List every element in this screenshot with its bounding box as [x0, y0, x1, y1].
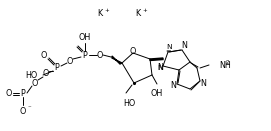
- Text: K: K: [136, 10, 141, 18]
- Text: +: +: [105, 9, 109, 13]
- Text: O: O: [67, 56, 73, 66]
- Text: P: P: [83, 50, 87, 59]
- Polygon shape: [112, 56, 122, 64]
- Text: =: =: [165, 48, 171, 54]
- Text: N: N: [181, 40, 187, 50]
- Polygon shape: [150, 58, 163, 61]
- Text: +: +: [143, 9, 147, 13]
- Text: N: N: [200, 78, 206, 88]
- Text: O: O: [97, 50, 103, 59]
- Text: HO: HO: [123, 99, 135, 108]
- Text: O: O: [43, 70, 49, 78]
- Text: P: P: [55, 64, 59, 72]
- Text: OH: OH: [151, 89, 163, 97]
- Text: P: P: [21, 89, 25, 97]
- Text: O: O: [20, 107, 26, 116]
- Text: O: O: [6, 89, 12, 97]
- Text: N: N: [157, 62, 163, 72]
- Text: O: O: [130, 48, 136, 56]
- Text: 2: 2: [226, 60, 230, 65]
- Text: ⁻: ⁻: [28, 105, 32, 111]
- Text: K: K: [98, 10, 102, 18]
- Text: O: O: [41, 50, 47, 59]
- Text: N: N: [157, 65, 163, 71]
- Text: O: O: [32, 78, 38, 88]
- Text: N: N: [166, 44, 172, 50]
- Text: N: N: [170, 81, 176, 91]
- Text: OH: OH: [79, 32, 91, 42]
- Text: NH: NH: [219, 61, 231, 70]
- Text: HO: HO: [25, 72, 37, 81]
